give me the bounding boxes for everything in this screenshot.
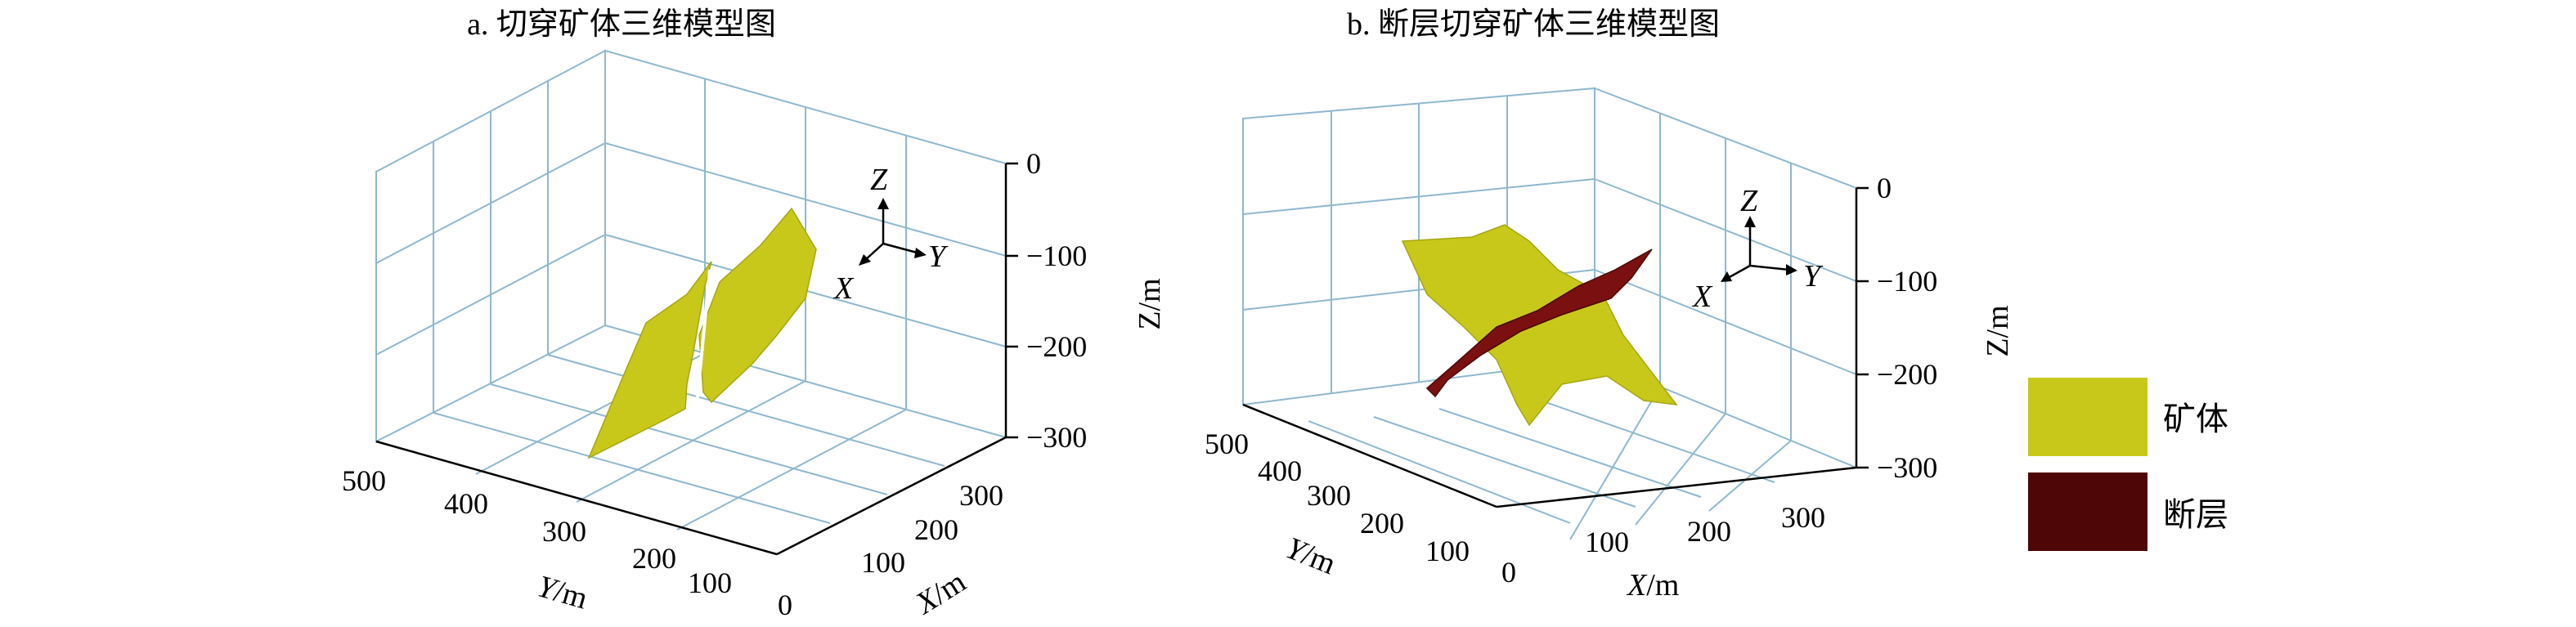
panel-a-y-axis-label: Y/m bbox=[534, 569, 591, 616]
panel-a-z-tick: −200 bbox=[1026, 330, 1087, 363]
panel-a-x-tick: 100 bbox=[861, 546, 905, 579]
legend-label-orebody: 矿体 bbox=[2163, 401, 2228, 437]
orebody-fault-gap bbox=[695, 269, 711, 405]
panel-b-floor bbox=[1308, 386, 1792, 540]
panel-b-frame bbox=[1242, 186, 1869, 508]
orebody-right-block bbox=[698, 207, 817, 404]
panel-a-y-tick: 300 bbox=[542, 515, 586, 548]
legend-swatch-orebody bbox=[2028, 378, 2147, 456]
panel-a-z-tick: −100 bbox=[1026, 240, 1087, 272]
panel-a-back-left-wall bbox=[375, 49, 606, 443]
panel-a-z-tick: 0 bbox=[1026, 147, 1041, 180]
panel-b-orientation-triad: Z Y X bbox=[1691, 184, 1824, 314]
panel-b-z-tick: −300 bbox=[1877, 451, 1937, 484]
panel-b-title: b. 断层切穿矿体三维模型图 bbox=[1347, 7, 1720, 42]
panel-a-title: a. 切穿矿体三维模型图 bbox=[467, 7, 776, 42]
panel-b-x-tick: 200 bbox=[1687, 515, 1731, 548]
panel-b-y-tick: 500 bbox=[1205, 428, 1249, 460]
panel-a-triad-x: X bbox=[832, 271, 855, 306]
panel-b-z-axis-label: Z/m bbox=[1981, 305, 2015, 356]
panel-b-z-tick: −100 bbox=[1877, 265, 1937, 298]
panel-b-y-tick: 200 bbox=[1360, 507, 1404, 540]
legend: 矿体 断层 bbox=[2028, 378, 2228, 551]
panel-b-x-tick: 300 bbox=[1781, 501, 1825, 534]
panel-a-y-tick: 500 bbox=[342, 464, 386, 497]
panel-b-fault bbox=[1425, 249, 1653, 398]
orebody-left-block bbox=[587, 261, 712, 459]
panel-b-y-tick: 400 bbox=[1258, 455, 1302, 487]
panel-b-x-tick: 0 bbox=[1501, 556, 1516, 589]
panel-b-x-tick: 100 bbox=[1585, 526, 1629, 558]
panel-a-triad-y: Y bbox=[928, 240, 949, 274]
panel-a-y-tick: 200 bbox=[632, 542, 676, 575]
panel-a-y-tick: 400 bbox=[444, 487, 488, 520]
legend-swatch-fault bbox=[2028, 472, 2147, 551]
panel-b-y-tick: 100 bbox=[1425, 535, 1470, 567]
panel-a-x-tick: 0 bbox=[778, 589, 792, 621]
panel-a-z-axis-label: Z/m bbox=[1133, 278, 1167, 329]
panel-a-floor bbox=[433, 352, 945, 531]
panel-b-y-axis-label: Y/m bbox=[1281, 531, 1341, 581]
panel-b-z-tick: 0 bbox=[1877, 172, 1892, 204]
panel-b-z-tick: −200 bbox=[1877, 358, 1937, 391]
legend-label-fault: 断层 bbox=[2163, 496, 2228, 533]
panel-b-orebody bbox=[1401, 224, 1678, 427]
panel-a-z-tick: −300 bbox=[1026, 421, 1087, 454]
panel-b-x-axis-label: X/m bbox=[1626, 568, 1679, 602]
panel-a-orebody bbox=[587, 207, 817, 459]
panel-b-triad-x: X bbox=[1691, 280, 1713, 314]
panel-a-y-tick: 100 bbox=[688, 567, 732, 599]
panel-a-x-tick: 200 bbox=[914, 513, 958, 546]
panel-a-triad-z: Z bbox=[870, 163, 888, 197]
panel-b-y-tick: 300 bbox=[1307, 479, 1351, 512]
panel-a-x-tick: 300 bbox=[959, 479, 1003, 512]
panel-a: a. 切穿矿体三维模型图 bbox=[342, 7, 1167, 622]
panel-a-x-axis-label: X/m bbox=[909, 564, 972, 621]
panel-a-frame bbox=[375, 162, 1018, 556]
panel-a-orientation-triad: Z Y X bbox=[832, 163, 949, 306]
panel-b-triad-z: Z bbox=[1740, 184, 1758, 218]
panel-b-triad-y: Y bbox=[1803, 259, 1824, 293]
panel-b: b. 断层切穿矿体三维模型图 bbox=[1205, 7, 2015, 602]
